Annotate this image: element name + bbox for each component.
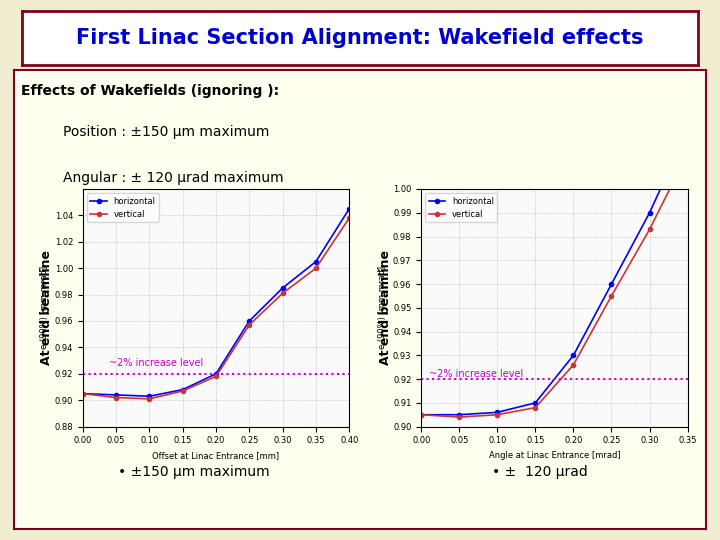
Text: ~2% increase level: ~2% increase level bbox=[429, 369, 523, 379]
Line: vertical: vertical bbox=[81, 216, 351, 401]
Legend: horizontal, vertical: horizontal, vertical bbox=[87, 193, 159, 222]
vertical bbox=[645, 226, 654, 233]
vertical bbox=[569, 362, 577, 368]
horizontal bbox=[179, 387, 187, 393]
vertical bbox=[145, 396, 154, 402]
Text: Position : ±150 μm maximum: Position : ±150 μm maximum bbox=[63, 125, 269, 139]
Text: First Linac Section Alignment: Wakefield effects: First Linac Section Alignment: Wakefield… bbox=[76, 28, 644, 48]
Line: vertical: vertical bbox=[419, 151, 690, 419]
horizontal bbox=[312, 258, 320, 265]
Text: • ±  120 μrad: • ± 120 μrad bbox=[492, 465, 588, 478]
Text: Angular : ± 120 μrad maximum: Angular : ± 120 μrad maximum bbox=[63, 171, 284, 185]
Text: ~2% increase level: ~2% increase level bbox=[109, 358, 204, 368]
horizontal bbox=[278, 285, 287, 291]
vertical bbox=[531, 404, 540, 411]
vertical bbox=[417, 411, 426, 418]
vertical bbox=[179, 388, 187, 394]
horizontal bbox=[569, 352, 577, 359]
Line: horizontal: horizontal bbox=[81, 207, 351, 399]
vertical bbox=[683, 150, 692, 157]
vertical bbox=[212, 373, 220, 380]
X-axis label: Offset at Linac Entrance [mm]: Offset at Linac Entrance [mm] bbox=[153, 451, 279, 460]
vertical bbox=[607, 293, 616, 299]
vertical bbox=[78, 390, 87, 397]
vertical bbox=[245, 322, 253, 328]
horizontal bbox=[683, 126, 692, 133]
horizontal bbox=[607, 281, 616, 287]
Line: horizontal: horizontal bbox=[419, 127, 690, 417]
horizontal bbox=[112, 392, 120, 398]
Y-axis label: e (90%) [mm mrad]: e (90%) [mm mrad] bbox=[379, 266, 387, 349]
horizontal bbox=[212, 370, 220, 377]
vertical bbox=[112, 394, 120, 401]
vertical bbox=[493, 411, 502, 418]
Text: • ±150 μm maximum: • ±150 μm maximum bbox=[118, 465, 270, 478]
Text: At end beamline: At end beamline bbox=[379, 251, 392, 365]
Text: At end beamline: At end beamline bbox=[40, 251, 53, 365]
vertical bbox=[312, 265, 320, 272]
horizontal bbox=[455, 411, 464, 418]
horizontal bbox=[493, 409, 502, 416]
horizontal bbox=[345, 206, 354, 212]
horizontal bbox=[417, 411, 426, 418]
horizontal bbox=[145, 393, 154, 400]
vertical bbox=[455, 414, 464, 420]
horizontal bbox=[245, 318, 253, 324]
Text: • Position Misalignement: • Position Misalignement bbox=[99, 212, 289, 227]
Text: • Angular Misalignment: • Angular Misalignment bbox=[449, 212, 630, 227]
X-axis label: Angle at Linac Entrance [mrad]: Angle at Linac Entrance [mrad] bbox=[489, 451, 620, 460]
Legend: horizontal, vertical: horizontal, vertical bbox=[426, 193, 498, 222]
vertical bbox=[345, 215, 354, 221]
horizontal bbox=[645, 210, 654, 216]
Text: Effects of Wakefields (ignoring ):: Effects of Wakefields (ignoring ): bbox=[22, 84, 279, 98]
horizontal bbox=[531, 400, 540, 406]
vertical bbox=[278, 290, 287, 296]
horizontal bbox=[78, 390, 87, 397]
Y-axis label: e (90%) [mm mrad]: e (90%) [mm mrad] bbox=[40, 266, 49, 349]
